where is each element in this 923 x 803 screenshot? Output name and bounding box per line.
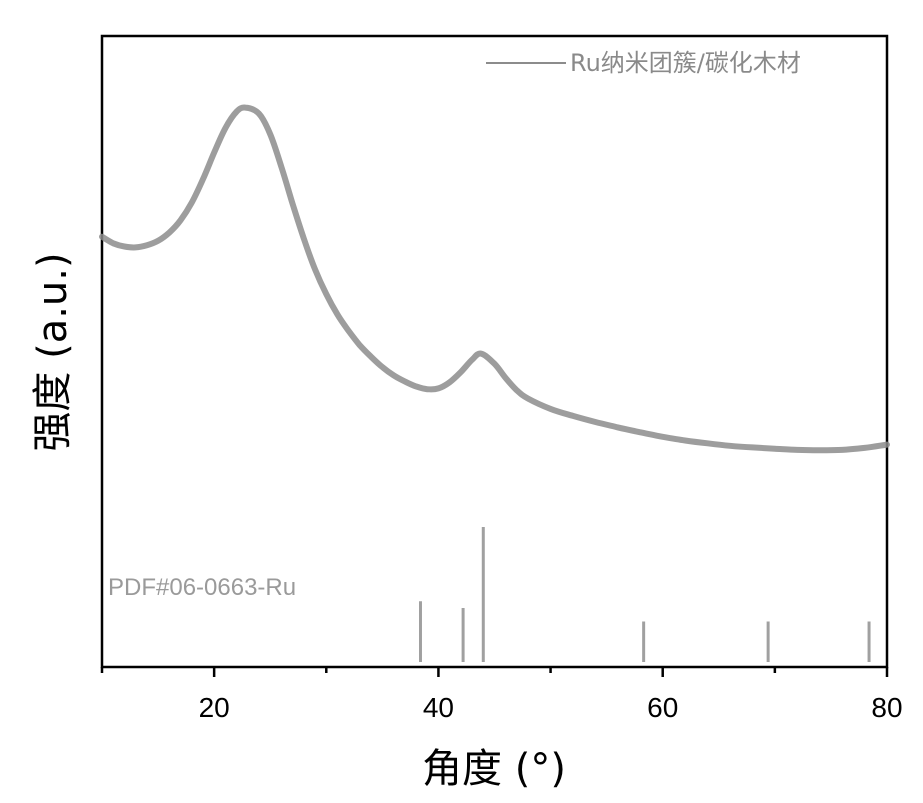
legend: Ru纳米团簇/碳化木材 xyxy=(486,49,801,77)
reference-label: PDF#06-0663-Ru xyxy=(108,574,296,601)
x-axis-title: 角度 (°) xyxy=(422,746,566,792)
reference-pattern xyxy=(420,527,869,662)
x-tick-label-60: 60 xyxy=(647,692,678,723)
x-tick-label-80: 80 xyxy=(871,692,902,723)
x-tick-label-40: 40 xyxy=(423,692,454,723)
x-tick-label-20: 20 xyxy=(199,692,230,723)
y-axis-title: 强度 (a.u.) xyxy=(30,252,76,451)
xrd-series-line xyxy=(102,108,887,451)
x-axis-ticks: 20 40 60 80 xyxy=(102,667,903,723)
legend-label: Ru纳米团簇/碳化木材 xyxy=(570,49,801,77)
plot-frame xyxy=(102,36,887,667)
